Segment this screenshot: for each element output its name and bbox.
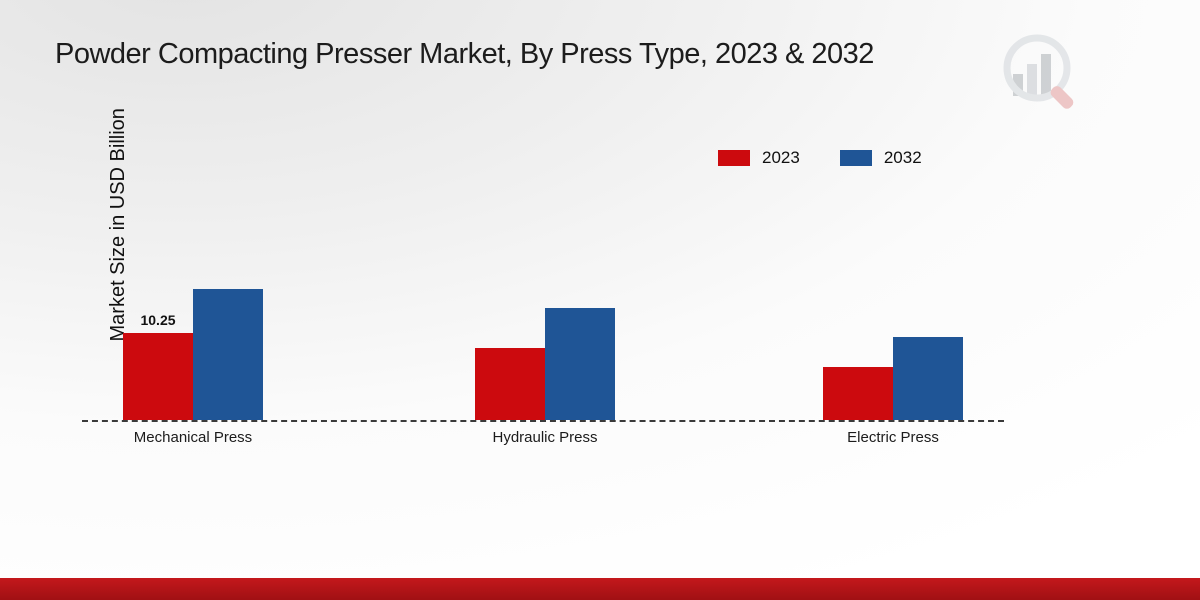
category-label-hydraulic-press: Hydraulic Press [492, 429, 598, 446]
bar-2023-electric-press [823, 367, 893, 420]
legend: 2023 2032 [718, 148, 922, 168]
bar-2023-mechanical-press [123, 332, 193, 420]
bar-2023-hydraulic-press [475, 347, 545, 420]
bar-2032-mechanical-press [193, 289, 263, 420]
y-axis-label: Market Size in USD Billion [107, 108, 130, 342]
legend-item-2023: 2023 [718, 148, 800, 168]
legend-swatch-2032 [839, 150, 872, 166]
category-label-electric-press: Electric Press [847, 429, 939, 446]
category-label-mechanical-press: Mechanical Press [133, 429, 253, 446]
brand-logo-icon [1003, 34, 1074, 109]
x-axis-baseline [82, 420, 1004, 422]
bar-value-label: 10.25 [140, 311, 176, 328]
legend-swatch-2023 [718, 150, 750, 166]
page-title: Powder Compacting Presser Market, By Pre… [55, 38, 874, 70]
legend-label-2023: 2023 [762, 148, 800, 167]
footer-accent-bar [0, 578, 1200, 600]
bar-2032-electric-press [893, 336, 963, 420]
legend-item-2032: 2032 [839, 148, 922, 168]
bar-2032-hydraulic-press [545, 307, 615, 420]
legend-label-2032: 2032 [883, 148, 922, 167]
